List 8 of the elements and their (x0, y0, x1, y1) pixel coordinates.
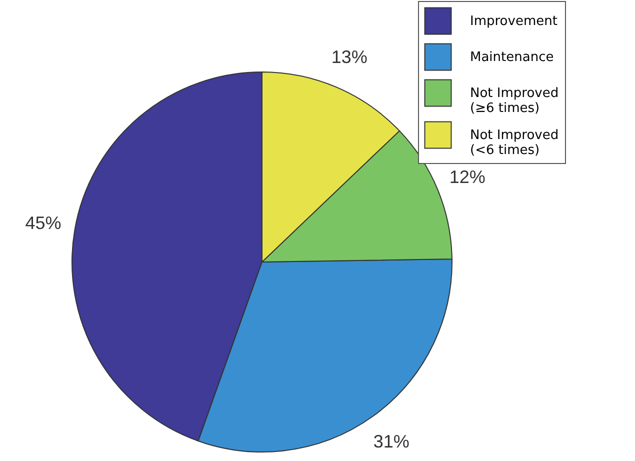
legend-label: Not Improved (<6 times) (470, 128, 559, 158)
data-label: 31% (373, 431, 410, 452)
data-label: 12% (449, 166, 486, 187)
data-label: 45% (25, 213, 62, 234)
legend-label: Improvement (470, 14, 558, 29)
data-label: 13% (331, 46, 368, 67)
legend-label: Maintenance (470, 50, 554, 65)
legend-label: Not Improved (≥6 times) (470, 86, 559, 116)
